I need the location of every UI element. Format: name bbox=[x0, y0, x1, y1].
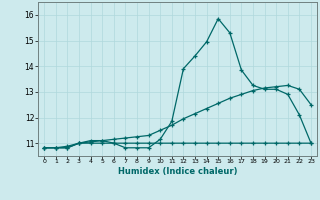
X-axis label: Humidex (Indice chaleur): Humidex (Indice chaleur) bbox=[118, 167, 237, 176]
